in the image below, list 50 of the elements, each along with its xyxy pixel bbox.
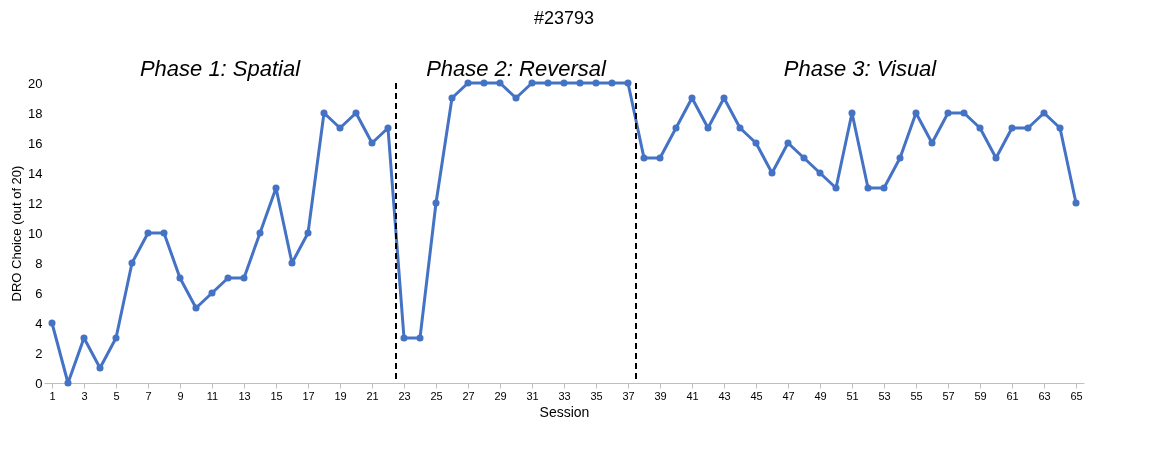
x-tick-label: 21 — [366, 389, 379, 402]
y-tick-label: 18 — [28, 105, 43, 121]
y-tick-label: 14 — [28, 165, 43, 181]
x-axis-title: Session — [539, 403, 590, 420]
x-tick-label: 59 — [974, 389, 987, 402]
y-tick-label: 6 — [35, 285, 43, 301]
x-tick-label: 37 — [622, 389, 635, 402]
x-tick-label: 47 — [782, 389, 795, 402]
y-tick-label: 20 — [28, 75, 43, 91]
x-tick-label: 27 — [462, 389, 475, 402]
x-tick-label: 3 — [81, 389, 88, 402]
x-tick-label: 43 — [718, 389, 731, 402]
x-tick-label: 41 — [686, 389, 699, 402]
x-tick-label: 65 — [1070, 389, 1083, 402]
text: Phase 2: Reversal — [426, 56, 607, 81]
x-tick-label: 61 — [1006, 389, 1019, 402]
x-tick-label: 25 — [430, 389, 443, 402]
x-tick-label: 1 — [49, 389, 56, 402]
y-tick-label: 16 — [28, 135, 43, 151]
x-tick-label: 23 — [398, 389, 411, 402]
x-tick-label: 13 — [238, 389, 251, 402]
y-axis-title: DRO Choice (out of 20) — [9, 165, 25, 302]
x-tick-label: 55 — [910, 389, 923, 402]
y-tick-label: 0 — [35, 375, 43, 391]
x-tick-label: 7 — [145, 389, 152, 402]
y-tick-label: 4 — [35, 315, 43, 331]
x-tick-label: 49 — [814, 389, 827, 402]
x-tick-label: 11 — [206, 389, 219, 402]
x-tick-label: 53 — [878, 389, 891, 402]
x-tick-label: 29 — [494, 389, 507, 402]
x-tick-label: 15 — [270, 389, 283, 402]
y-tick-label: 10 — [28, 225, 43, 241]
y-tick-label: 8 — [35, 255, 43, 271]
x-tick-label: 51 — [846, 389, 859, 402]
y-tick-label: 12 — [28, 195, 43, 211]
x-tick-label: 33 — [558, 389, 571, 402]
x-tick-label: 57 — [942, 389, 955, 402]
text: Phase 3: Visual — [783, 56, 938, 81]
x-tick-label: 39 — [654, 389, 667, 402]
x-tick-label: 63 — [1038, 389, 1051, 402]
chart-title: #23793 — [533, 8, 595, 28]
x-tick-label: 9 — [177, 389, 184, 402]
x-tick-label: 5 — [113, 389, 120, 402]
x-tick-label: 19 — [334, 389, 347, 402]
x-tick-label: 31 — [526, 389, 539, 402]
text: Phase 1: Spatial — [139, 56, 302, 81]
x-tick-label: 17 — [302, 389, 315, 402]
y-tick-label: 2 — [35, 345, 43, 361]
x-tick-label: 35 — [590, 389, 603, 402]
x-tick-label: 45 — [750, 389, 763, 402]
